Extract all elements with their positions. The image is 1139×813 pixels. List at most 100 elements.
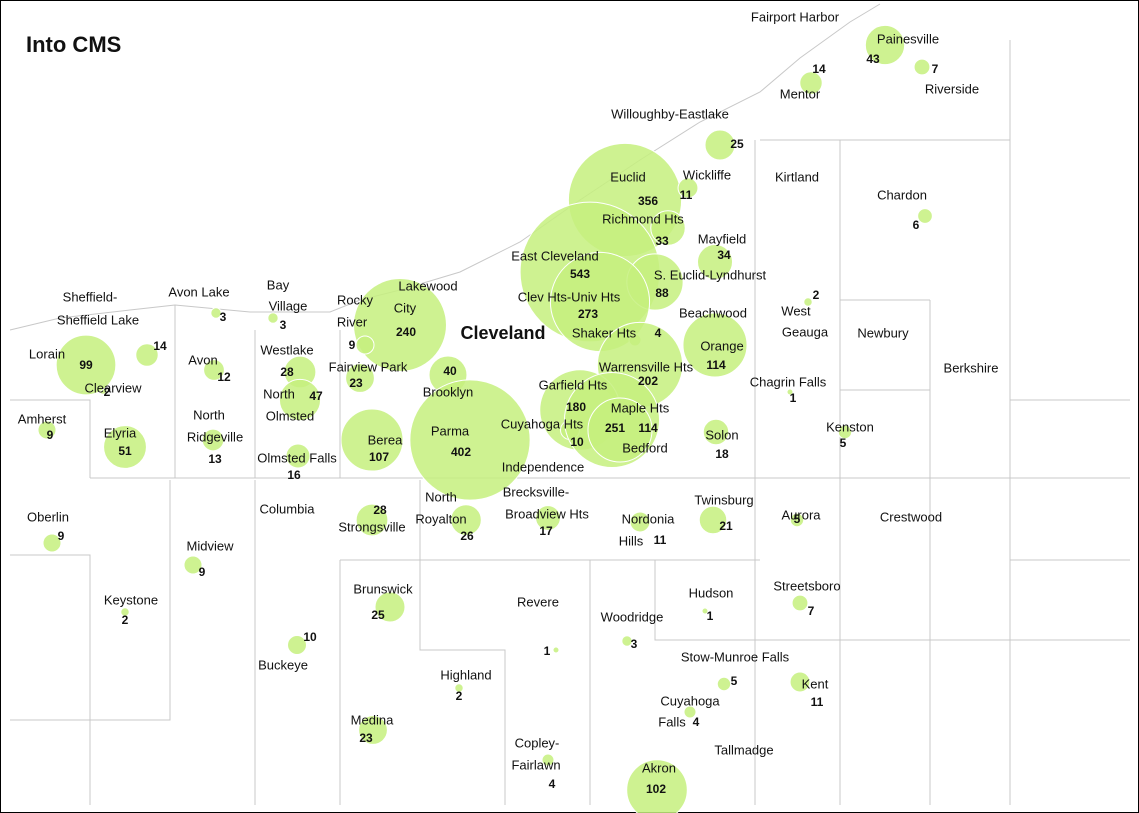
bubble (285, 443, 311, 469)
place-name: Euclid (610, 169, 645, 184)
place-name: Kirtland (775, 169, 819, 184)
bubble (704, 129, 736, 161)
place-value: 99 (79, 358, 93, 372)
bubble (120, 607, 130, 617)
place-name: Orange (700, 338, 743, 353)
bubble (450, 504, 482, 536)
place-value: 11 (680, 188, 693, 202)
bubbles (37, 24, 933, 813)
place-name: Mentor (780, 86, 821, 101)
place-value: 11 (811, 695, 824, 709)
place-name: Lorain (29, 346, 65, 361)
place-value: 2 (456, 689, 463, 703)
place-value: 114 (706, 358, 726, 372)
bubble (345, 363, 375, 393)
place-value: 2 (104, 385, 111, 399)
place-name: Willoughby-Eastlake (611, 106, 729, 121)
city-label: Cleveland (460, 323, 545, 343)
place-value: 13 (208, 452, 222, 466)
place-name: River (337, 314, 368, 329)
place-name: Fairlawn (511, 757, 560, 772)
bubble (917, 208, 933, 224)
place-name: Bay (267, 277, 290, 292)
bubble (135, 343, 159, 367)
bubble (683, 705, 697, 719)
place-value: 5 (840, 436, 847, 450)
place-name: Hills (619, 533, 644, 548)
place-name: Village (269, 298, 308, 313)
place-name: Twinsburg (694, 492, 753, 507)
place-value: 23 (349, 376, 363, 390)
place-name: Shaker Hts (572, 325, 637, 340)
bubble (789, 671, 811, 693)
place-name: Olmsted Falls (257, 450, 337, 465)
bubble (629, 511, 651, 533)
bubble (374, 591, 406, 623)
place-name: Elyria (104, 425, 137, 440)
place-name: Broadview Hts (505, 506, 589, 521)
place-name: Streetsboro (773, 578, 840, 593)
place-name: Woodridge (601, 609, 664, 624)
labels: Fairport HarborPainesville43Riverside7Me… (18, 9, 999, 796)
bubble (716, 676, 732, 692)
bubble (355, 503, 389, 537)
place-name: Painesville (877, 31, 939, 46)
boundaries (9, 3, 1130, 805)
place-name: Copley- (515, 735, 560, 750)
place-name: Cuyahoga (660, 693, 720, 708)
place-value: 16 (287, 468, 301, 482)
bubble (355, 335, 375, 355)
place-name: Akron (642, 760, 676, 775)
place-name: North (425, 489, 457, 504)
place-name: Kenston (826, 419, 874, 434)
bubble (803, 297, 813, 307)
place-name: Berea (368, 432, 403, 447)
place-value: 5 (794, 512, 801, 526)
place-name: Brunswick (353, 581, 413, 596)
bubble (358, 715, 388, 745)
bubble (650, 210, 686, 246)
place-value: 23 (359, 731, 373, 745)
place-name: Oberlin (27, 509, 69, 524)
place-value: 356 (638, 194, 658, 208)
place-value: 14 (812, 62, 826, 76)
place-name: Nordonia (622, 511, 676, 526)
bubble (697, 244, 733, 280)
place-name: Solon (705, 427, 738, 442)
place-name: Buckeye (258, 657, 308, 672)
place-name: Clev Hts-Univ Hts (518, 289, 621, 304)
place-name: Beachwood (679, 305, 747, 320)
bubble (702, 418, 730, 446)
bubble (587, 397, 653, 463)
bubble (799, 71, 823, 95)
place-value: 51 (118, 444, 132, 458)
place-value: 3 (220, 310, 227, 324)
place-value: 7 (808, 604, 815, 618)
place-value: 40 (443, 364, 457, 378)
bubble (340, 408, 404, 472)
place-name: North (263, 386, 295, 401)
bubble (183, 555, 203, 575)
place-value: 107 (369, 450, 389, 464)
bubble (353, 278, 447, 372)
place-name: Strongsville (338, 519, 405, 534)
place-value: 114 (638, 421, 658, 435)
place-name: Sheffield- (63, 289, 118, 304)
place-value: 1 (544, 644, 551, 658)
place-value: 202 (638, 374, 658, 388)
bubble (541, 753, 555, 767)
place-name: Geauga (782, 324, 829, 339)
place-value: 180 (566, 400, 586, 414)
place-value: 21 (719, 519, 733, 533)
bubble (677, 177, 699, 199)
place-name: Chagrin Falls (750, 374, 827, 389)
place-name: Lakewood (398, 278, 457, 293)
place-value: 9 (349, 338, 356, 352)
bubble (864, 24, 906, 66)
place-value: 543 (570, 267, 590, 281)
bubble (454, 683, 464, 693)
place-name: S. Euclid-Lyndhurst (654, 267, 767, 282)
place-name: Parma (431, 423, 470, 438)
place-name: Crestwood (880, 509, 942, 524)
